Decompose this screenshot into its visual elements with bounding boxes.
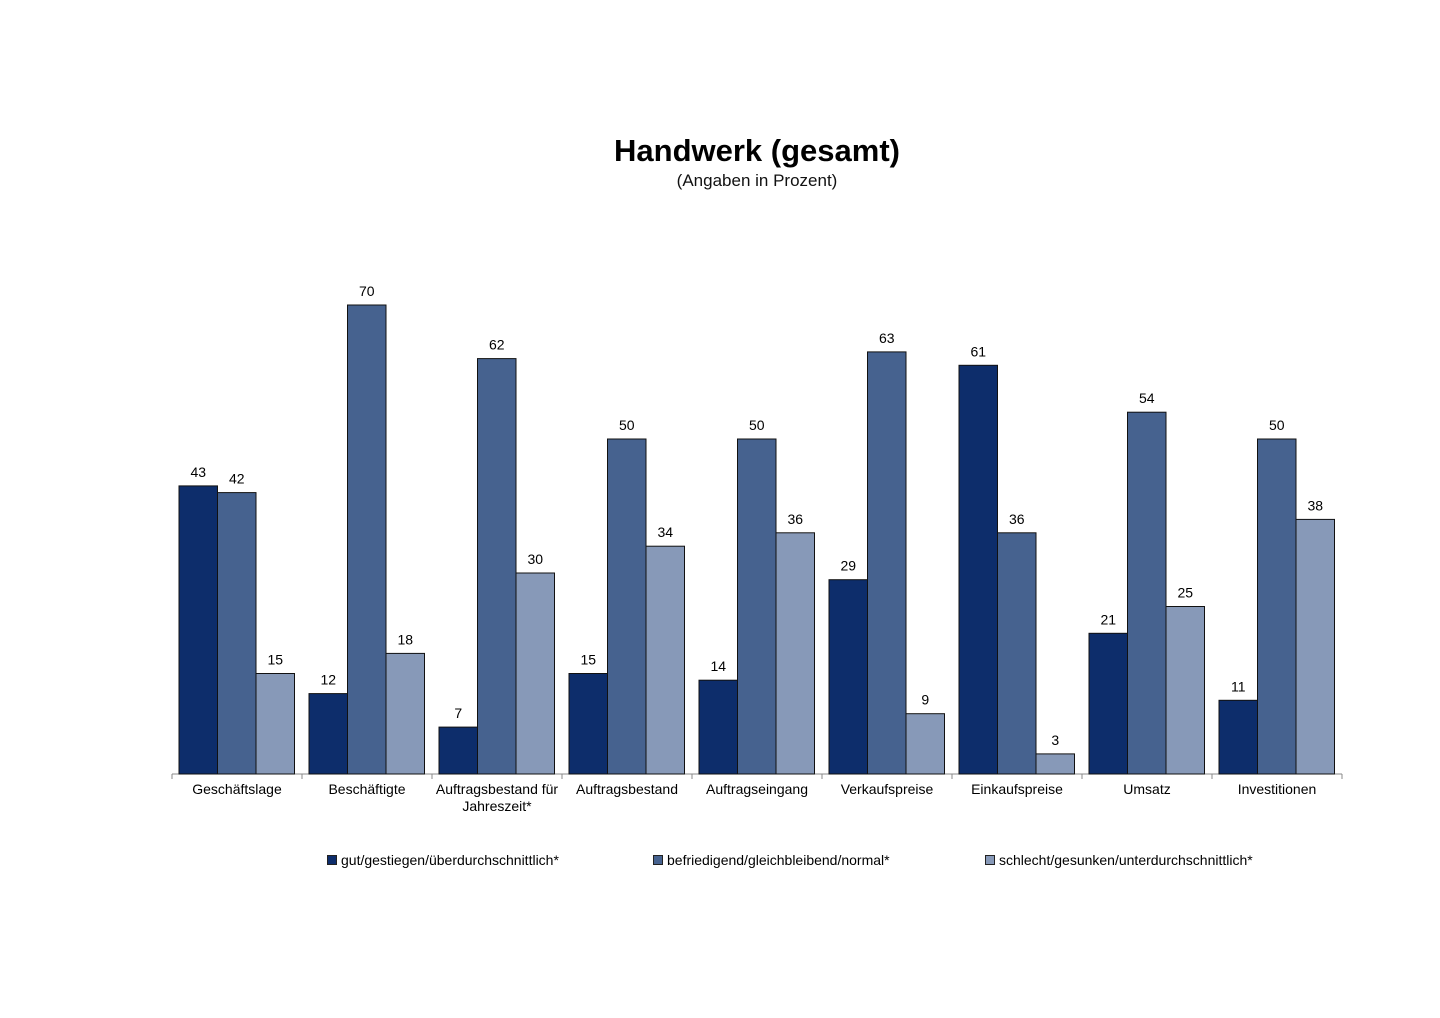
bar: [958, 364, 998, 775]
bar: [217, 492, 257, 775]
bar: [698, 679, 738, 775]
legend-label: gut/gestiegen/überdurchschnittlich*: [341, 852, 559, 868]
legend-swatch: [327, 855, 337, 865]
bar: [515, 572, 555, 775]
data-label: 3: [1051, 732, 1059, 748]
data-label: 54: [1139, 390, 1155, 406]
bar: [255, 673, 295, 775]
category-label: Auftragsbestand für Jahreszeit*: [435, 781, 559, 814]
data-label: 25: [1177, 585, 1193, 601]
data-label: 36: [1009, 511, 1025, 527]
data-label: 21: [1100, 611, 1116, 627]
data-label: 50: [749, 417, 765, 433]
data-label: 42: [229, 471, 245, 487]
bar: [1165, 606, 1205, 775]
category-label: Investitionen: [1237, 781, 1317, 797]
category-label: Auftragseingang: [706, 781, 808, 797]
category-label: Auftragsbestand: [576, 781, 678, 797]
data-label: 43: [190, 464, 206, 480]
bar: [1218, 699, 1258, 775]
data-label: 14: [710, 658, 726, 674]
legend-swatch: [985, 855, 995, 865]
bar: [645, 545, 685, 775]
chart-subtitle: (Angaben in Prozent): [676, 171, 838, 190]
bar: [905, 713, 945, 775]
legend-swatch: [653, 855, 663, 865]
data-label: 50: [619, 417, 635, 433]
bar: [1295, 518, 1335, 775]
category-label: Beschäftigte: [328, 781, 406, 797]
data-label: 36: [787, 511, 803, 527]
data-label: 15: [267, 652, 283, 668]
bar: [775, 532, 815, 775]
bar: [477, 358, 517, 775]
data-label: 63: [879, 330, 895, 346]
legend-item: gut/gestiegen/überdurchschnittlich*: [327, 852, 559, 868]
data-label: 50: [1269, 417, 1285, 433]
bar: [568, 673, 608, 775]
bar: [438, 726, 478, 775]
data-label: 18: [397, 631, 413, 647]
data-label: 30: [527, 551, 543, 567]
bar: [737, 438, 777, 775]
category-label: Verkaufspreise: [840, 781, 934, 797]
data-label: 29: [840, 558, 856, 574]
bar: [385, 652, 425, 775]
data-label: 62: [489, 337, 505, 353]
data-label: 38: [1307, 497, 1323, 513]
legend-label: schlecht/gesunken/unterdurchschnittlich*: [999, 852, 1253, 868]
legend-item: befriedigend/gleichbleibend/normal*: [653, 852, 890, 868]
legend-label: befriedigend/gleichbleibend/normal*: [667, 852, 890, 868]
data-label: 11: [1231, 678, 1246, 694]
category-label: Geschäftslage: [192, 781, 282, 797]
data-label: 12: [320, 672, 336, 688]
bar: [308, 693, 348, 775]
bar: [1088, 632, 1128, 775]
bar: [1035, 753, 1075, 775]
legend-item: schlecht/gesunken/unterdurchschnittlich*: [985, 852, 1253, 868]
category-label: Umsatz: [1123, 781, 1171, 797]
bar: [1127, 411, 1167, 775]
data-label: 34: [657, 524, 673, 540]
bar: [997, 532, 1037, 775]
data-label: 9: [921, 692, 929, 708]
bar: [867, 351, 907, 775]
bar: [178, 485, 218, 775]
data-label: 15: [580, 652, 596, 668]
data-label: 7: [454, 705, 462, 721]
chart-title: Handwerk (gesamt): [614, 133, 900, 168]
bar: [607, 438, 647, 775]
data-label: 61: [970, 343, 986, 359]
bar: [1257, 438, 1297, 775]
bar: [347, 304, 387, 775]
category-label: Einkaufspreise: [971, 781, 1063, 797]
bar: [828, 579, 868, 775]
data-label: 70: [359, 283, 375, 299]
